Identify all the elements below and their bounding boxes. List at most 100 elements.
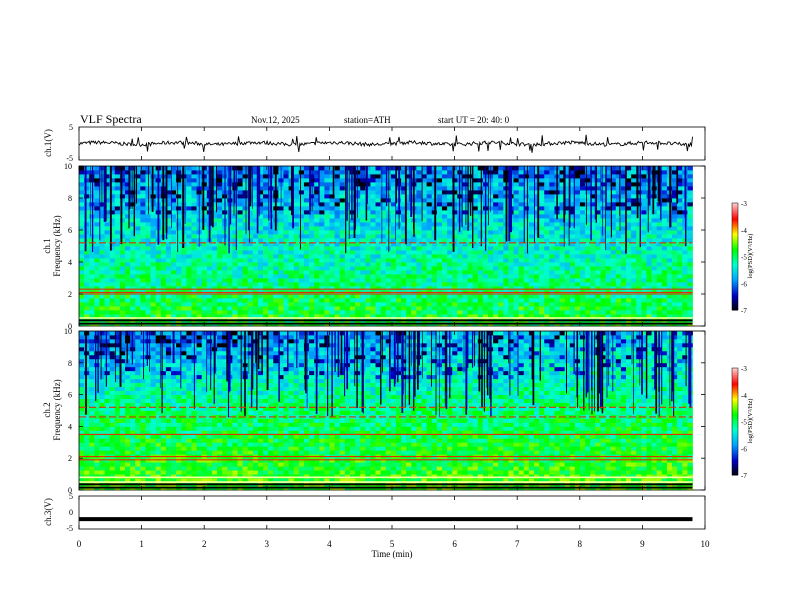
spectrogram-cell	[477, 230, 484, 235]
spectrogram-cell	[651, 246, 658, 251]
spectrogram-cell	[114, 278, 121, 283]
spectrogram-cell	[160, 310, 167, 315]
spectrogram-cell	[626, 222, 632, 227]
spectrogram-cell	[682, 294, 688, 299]
spectrogram-cell	[513, 266, 520, 271]
spectrogram-cell	[661, 174, 668, 179]
spectrogram-cell	[503, 314, 509, 319]
spectrogram-cell	[462, 178, 468, 183]
spectrogram-cell	[104, 314, 111, 319]
spectrogram-cell	[436, 278, 443, 283]
spectrogram-cell	[160, 274, 167, 279]
spectrogram-cell	[661, 234, 668, 239]
spectrogram-cell	[590, 270, 596, 275]
spectrogram-cell	[421, 310, 428, 315]
spectrogram-cell	[201, 242, 208, 247]
spectrogram-cell	[554, 258, 560, 263]
spectrogram-cell	[539, 278, 545, 283]
spectrogram-cell	[176, 294, 182, 299]
spectrogram-cell	[574, 226, 581, 231]
spectrogram-cell	[344, 246, 351, 251]
spectrogram-cell	[672, 254, 678, 259]
spectrogram-cell	[196, 306, 203, 311]
spectrogram-cell	[79, 194, 85, 199]
spectrogram-cell	[206, 246, 213, 251]
spectrogram-cell	[273, 274, 279, 279]
spectrogram-cell	[528, 310, 535, 315]
spectrogram-cell	[462, 274, 468, 279]
spectrogram-cell	[344, 310, 351, 315]
spectrogram-cell	[631, 298, 637, 303]
spectrogram-cell	[196, 282, 203, 287]
spectrogram-cell	[559, 190, 566, 195]
spectrogram-cell	[268, 314, 274, 319]
spectrogram-cell	[206, 270, 213, 275]
spectrogram-cell	[626, 278, 632, 283]
spectrogram-cell	[539, 262, 545, 267]
spectrogram-cell	[452, 298, 458, 303]
spectrogram-cell	[130, 206, 136, 211]
spectrogram-cell	[569, 298, 576, 303]
spectrogram-cell	[334, 214, 341, 219]
spectrogram-cell	[641, 282, 647, 287]
spectrogram-cell	[477, 246, 484, 251]
spectrogram-cell	[626, 242, 632, 247]
spectrogram-cell	[636, 286, 642, 291]
spectrogram-cell	[672, 274, 678, 279]
spectrogram-cell	[303, 234, 310, 239]
spectrogram-cell	[518, 298, 525, 303]
spectrogram-cell	[268, 238, 274, 243]
spectrogram-cell	[687, 314, 693, 319]
spectrogram-cell	[349, 174, 356, 179]
spectrogram-cell	[181, 266, 187, 271]
spectrogram-cell	[447, 306, 453, 311]
spectrogram-cell	[160, 246, 167, 251]
spectrogram-cell	[329, 218, 336, 223]
spectrogram-cell	[452, 234, 458, 239]
spectrogram-cell	[436, 198, 443, 203]
spectrogram-cell	[416, 270, 422, 275]
spectrogram-cell	[222, 278, 228, 283]
spectrogram-cell	[334, 270, 341, 275]
spectrogram-cell	[79, 266, 85, 271]
spectrogram-cell	[349, 270, 356, 275]
spectrogram-cell	[303, 306, 310, 311]
spectrogram-cell	[503, 246, 509, 251]
spectrogram-cell	[165, 230, 172, 235]
spectrogram-cell	[181, 298, 187, 303]
spectrogram-cell	[303, 226, 310, 231]
spectrogram-cell	[288, 286, 295, 291]
spectrogram-cell	[406, 266, 412, 271]
spectrogram-cell	[375, 286, 382, 291]
spectrogram-cell	[595, 286, 601, 291]
spectrogram-cell	[232, 274, 238, 279]
spectrogram-cell	[395, 298, 402, 303]
spectrogram-cell	[534, 282, 540, 287]
spectrogram-cell	[293, 262, 300, 267]
spectrogram-cell	[416, 306, 422, 311]
spectrogram-cell	[206, 306, 213, 311]
spectrogram-cell	[99, 206, 105, 211]
spectrogram-cell	[140, 174, 146, 179]
spectrogram-cell	[360, 166, 366, 171]
spectrogram-cell	[441, 282, 448, 287]
spectrogram-cell	[441, 230, 448, 235]
spectrogram-cell	[395, 278, 402, 283]
spectrogram-cell	[620, 258, 627, 263]
spectrogram-cell	[646, 238, 652, 243]
spectrogram-cell	[217, 262, 223, 267]
colorbar-step	[732, 215, 738, 218]
spectrogram-cell	[84, 282, 90, 287]
spectrogram-cell	[242, 238, 249, 243]
spectrogram-cell	[303, 282, 310, 287]
spectrogram-cell	[431, 298, 438, 303]
spectrogram-cell	[513, 222, 520, 227]
spectrogram-cell	[672, 258, 678, 263]
spectrogram-cell	[370, 202, 376, 207]
spectrogram-cell	[165, 298, 172, 303]
spectrogram-cell	[160, 238, 167, 243]
spectrogram-cell	[176, 250, 182, 255]
spectrogram-cell	[574, 266, 581, 271]
spectrogram-cell	[641, 198, 647, 203]
